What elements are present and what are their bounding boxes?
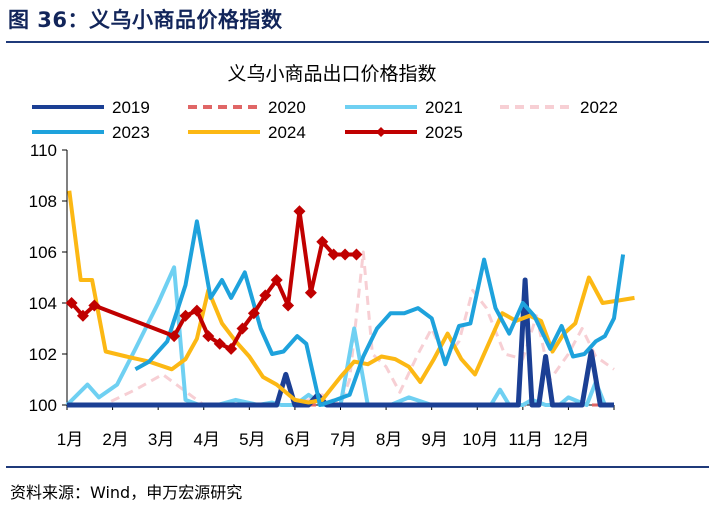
- x-tick-label-5: 5月: [239, 430, 265, 449]
- chart-legend: 2019 2020 2021 2022 2023 2024 2025: [32, 98, 618, 142]
- title-rule: [6, 41, 709, 43]
- x-tick-label-6: 6月: [285, 430, 311, 449]
- y-tick-label-100: 100: [29, 396, 57, 415]
- x-tick-label-7: 7月: [330, 430, 356, 449]
- legend-label-2023: 2023: [112, 123, 150, 142]
- point-2025-9: [236, 322, 249, 335]
- point-2025-11: [259, 289, 272, 302]
- y-tick-label-102: 102: [29, 345, 57, 364]
- point-2025-14: [293, 205, 306, 218]
- figure-title: 图 36：义乌小商品价格指数: [8, 8, 283, 32]
- legend-label-2020: 2020: [268, 98, 306, 117]
- x-tick-label-2: 2月: [102, 430, 128, 449]
- series-line-2019: [67, 277, 614, 408]
- point-2025-1: [76, 309, 89, 322]
- series-line-2024: [67, 190, 635, 405]
- legend-label-2022: 2022: [580, 98, 618, 117]
- legend-label-2019: 2019: [112, 98, 150, 117]
- series-2023: [134, 219, 626, 407]
- x-tick-label-1: 1月: [57, 430, 83, 449]
- x-tick-label-8: 8月: [376, 430, 402, 449]
- legend-label-2021: 2021: [425, 98, 463, 117]
- legend-marker-2025: [376, 127, 386, 137]
- source-rule: [6, 466, 709, 468]
- series-2019: [67, 277, 614, 408]
- series-2024: [67, 190, 635, 405]
- legend-label-2025: 2025: [425, 123, 463, 142]
- point-2025-8: [225, 342, 238, 355]
- point-2025-17: [327, 248, 340, 261]
- point-2025-19: [350, 248, 363, 261]
- point-2025-16: [316, 235, 329, 248]
- series-line-2023: [134, 219, 626, 407]
- chart-title: 义乌小商品出口价格指数: [227, 63, 436, 85]
- point-2025-15: [304, 286, 317, 299]
- y-tick-label-106: 106: [29, 243, 57, 262]
- x-tick-label-4: 4月: [194, 430, 220, 449]
- point-2025-5: [190, 304, 203, 317]
- x-tick-label-12: 12月: [553, 430, 589, 449]
- source-note: 资料来源：Wind，申万宏源研究: [10, 483, 243, 502]
- chart-series: [65, 190, 635, 408]
- legend-label-2024: 2024: [268, 123, 306, 142]
- point-2025-2: [88, 299, 101, 312]
- point-2025-7: [213, 337, 226, 350]
- y-tick-label-104: 104: [29, 294, 57, 313]
- point-2025-10: [247, 307, 260, 320]
- point-2025-12: [270, 274, 283, 287]
- point-2025-13: [282, 299, 295, 312]
- y-tick-label-110: 110: [30, 141, 57, 160]
- point-2025-4: [179, 309, 192, 322]
- x-tick-label-3: 3月: [148, 430, 174, 449]
- x-tick-label-11: 11月: [509, 430, 544, 449]
- series-2025: [65, 205, 363, 355]
- point-2025-3: [168, 330, 181, 343]
- y-tick-label-108: 108: [29, 192, 57, 211]
- series-line-2025: [70, 209, 357, 351]
- point-2025-18: [339, 248, 352, 261]
- x-tick-label-10: 10月: [462, 430, 498, 449]
- point-2025-6: [202, 330, 215, 343]
- x-tick-label-9: 9月: [421, 430, 447, 449]
- point-2025-0: [65, 297, 78, 309]
